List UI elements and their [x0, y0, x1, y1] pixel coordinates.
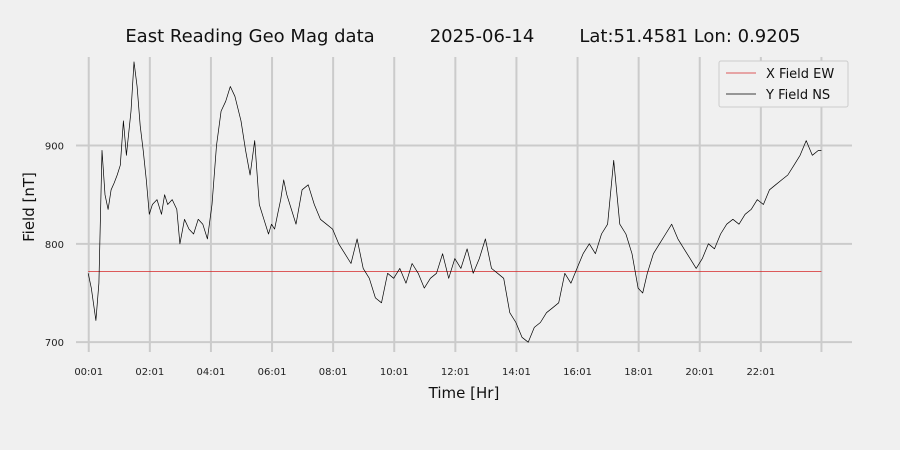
x-tick-label: 16:01: [563, 367, 592, 378]
plot-area: 00:01 02:01 04:01 06:01 08:01 10:01 12:01 14:01…: [45, 57, 852, 378]
chart-title-station: East Reading Geo Mag data: [125, 26, 374, 47]
x-axis-label: Time [Hr]: [428, 384, 500, 402]
y-tick-label: 900: [45, 142, 64, 153]
chart-title-date: 2025-06-14: [430, 26, 535, 47]
x-tick-label: 06:01: [258, 367, 287, 378]
chart-title-location: Lat:51.4581 Lon: 0.9205: [579, 26, 800, 47]
legend-box: [718, 60, 849, 108]
x-tick-label: 00:01: [74, 367, 103, 378]
x-tick-label: 04:01: [197, 367, 226, 378]
y-axis-label: Field [nT]: [20, 172, 38, 242]
legend-label-x-field: X Field EW: [766, 67, 834, 82]
series-line-y-field: [87, 61, 822, 343]
y-tick-label: 700: [45, 338, 64, 349]
legend-label-y-field: Y Field NS: [765, 88, 830, 103]
y-tick-label: 800: [45, 240, 64, 251]
x-tick-label: 18:01: [624, 367, 653, 378]
legend: X Field EW Y Field NS: [718, 60, 849, 108]
x-tick-label: 20:01: [685, 367, 714, 378]
x-tick-label: 12:01: [441, 367, 470, 378]
x-tick-label: 22:01: [746, 367, 775, 378]
x-tick-label: 08:01: [319, 367, 348, 378]
x-tick-label: 10:01: [380, 367, 409, 378]
x-tick-label: 14:01: [502, 367, 531, 378]
x-tick-label: 02:01: [135, 367, 164, 378]
